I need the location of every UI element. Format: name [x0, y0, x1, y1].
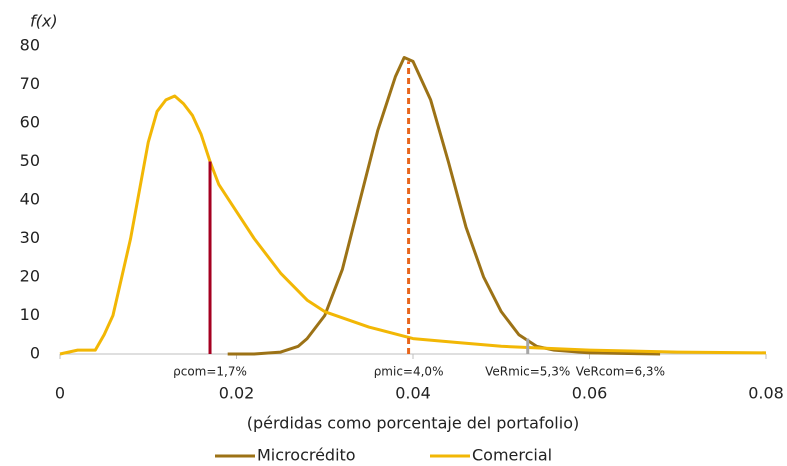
y-tick-label: 80 [20, 36, 40, 55]
y-axis-label: f(x) [30, 12, 58, 31]
x-tick-label: 0.02 [219, 384, 255, 403]
x-tick-label: 0.06 [572, 384, 608, 403]
density-curve [59, 94, 767, 356]
y-tick-label: 10 [20, 305, 40, 324]
marker-label: ρmic=4,0% [374, 365, 444, 379]
marker-label: ρcom=1,7% [173, 365, 247, 379]
x-tick-label: 0.04 [395, 384, 431, 403]
y-tick-label: 30 [20, 228, 40, 247]
y-tick-label: 60 [20, 113, 40, 132]
y-tick-label: 40 [20, 190, 40, 209]
x-tick-label: 0 [55, 384, 65, 403]
y-tick-label: 20 [20, 267, 40, 286]
y-tick-label: 50 [20, 151, 40, 170]
legend-label: Comercial [472, 446, 552, 465]
x-axis-label: (pérdidas como porcentaje del portafolio… [247, 414, 579, 433]
y-tick-label: 70 [20, 74, 40, 93]
density-curve [227, 56, 661, 356]
x-tick-label: 0.08 [748, 384, 784, 403]
marker-label: VeRcom=6,3% [576, 365, 665, 379]
legend-label: Microcrédito [257, 446, 356, 465]
y-tick-label: 0 [30, 344, 40, 363]
marker-label: VeRmic=5,3% [485, 365, 570, 379]
